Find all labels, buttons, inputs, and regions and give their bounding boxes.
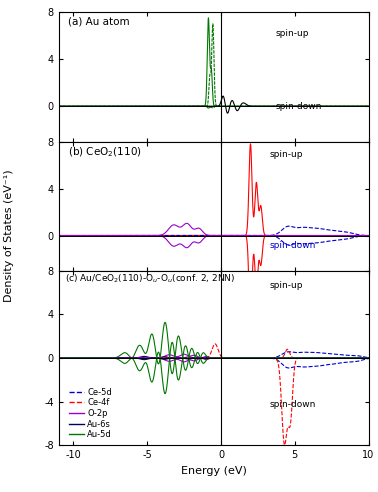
Text: (c) Au/CeO$_2$(110)-O$_u$-O$_u$(conf. 2, 2NN): (c) Au/CeO$_2$(110)-O$_u$-O$_u$(conf. 2,…	[65, 273, 235, 285]
Text: (a) Au atom: (a) Au atom	[68, 16, 130, 26]
X-axis label: Energy (eV): Energy (eV)	[181, 465, 246, 476]
Text: spin-down: spin-down	[276, 102, 322, 111]
Text: (b) CeO$_2$(110): (b) CeO$_2$(110)	[68, 146, 142, 159]
Text: spin-down: spin-down	[270, 400, 316, 409]
Text: Density of States (eV⁻¹): Density of States (eV⁻¹)	[5, 170, 14, 303]
Text: spin-up: spin-up	[270, 281, 303, 290]
Text: spin-up: spin-up	[276, 29, 309, 37]
Legend: Ce-5d, Ce-4f, O-2p, Au-6s, Au-5d: Ce-5d, Ce-4f, O-2p, Au-6s, Au-5d	[69, 388, 112, 439]
Text: spin-up: spin-up	[270, 150, 303, 159]
Text: spin-down: spin-down	[270, 241, 316, 249]
